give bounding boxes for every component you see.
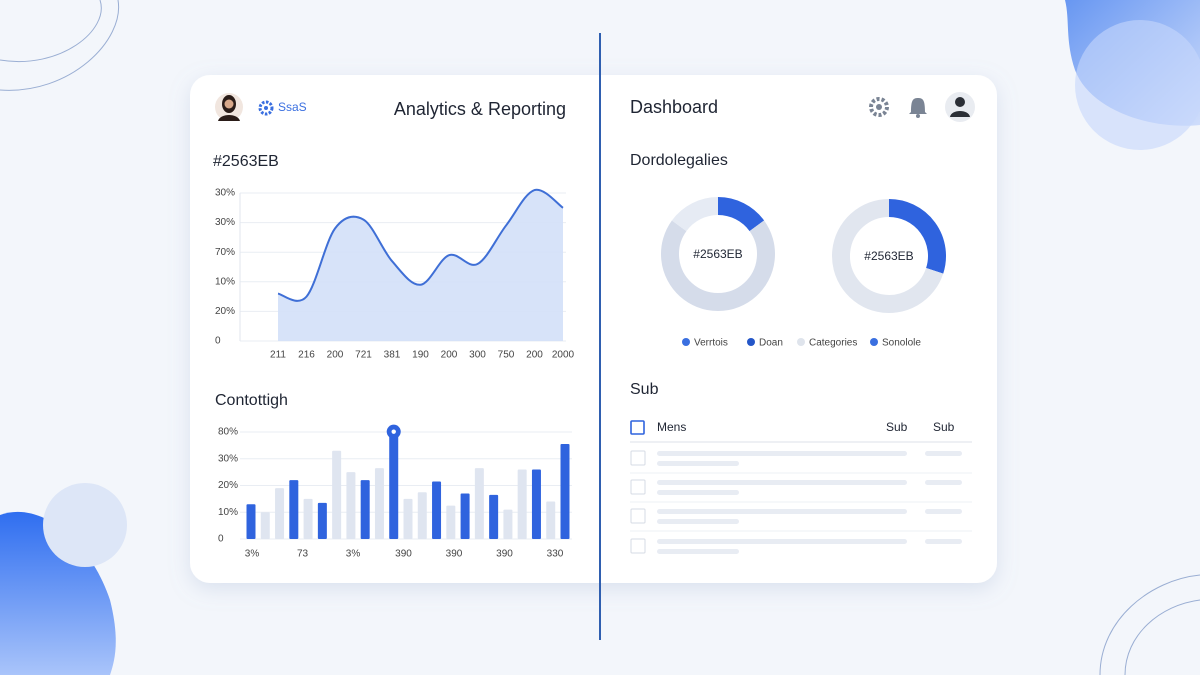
panel-title: Dashboard [630, 97, 718, 117]
bar [446, 505, 456, 539]
bar [546, 501, 556, 539]
line [277, 188, 564, 302]
bar [303, 498, 313, 539]
x-tick-label: 3% [245, 549, 260, 560]
x-tick-label: 721 [355, 350, 372, 361]
x-tick-label: 750 [498, 350, 515, 361]
column-header: Mens [657, 420, 686, 434]
bar [531, 469, 541, 539]
gear-icon[interactable] [258, 100, 274, 116]
bar [246, 504, 256, 539]
brand: SsaS [278, 100, 307, 114]
settings-icon[interactable] [869, 97, 889, 117]
x-tick-label: 2000 [552, 350, 575, 361]
x-tick-label: 190 [412, 350, 429, 361]
bar [503, 509, 513, 539]
section-title: Dordolegalies [630, 152, 728, 169]
bar [417, 492, 427, 539]
x-tick-label: 200 [526, 350, 543, 361]
bar [374, 468, 384, 539]
bar [346, 472, 356, 539]
legend-swatch [797, 338, 805, 346]
x-tick-label: 200 [441, 350, 458, 361]
x-tick-label: 211 [270, 350, 286, 361]
y-tick-label: 0 [215, 336, 221, 347]
donut-segment [832, 199, 944, 313]
donut-label: #2563EB [693, 247, 742, 261]
bell-icon[interactable] [909, 98, 927, 118]
legend-swatch [870, 338, 878, 346]
donut-label: #2563EB [864, 249, 913, 263]
area [278, 189, 563, 341]
bar [432, 481, 442, 539]
donut-segment [888, 199, 946, 274]
x-tick-label: 3% [346, 549, 361, 560]
bar [474, 468, 484, 539]
section-title: Sub [630, 381, 659, 398]
y-tick-label: 20% [215, 306, 235, 317]
legend-label: Categories [809, 338, 857, 349]
x-tick-label: 216 [298, 350, 315, 361]
x-tick-label: 390 [446, 549, 463, 560]
checkbox[interactable] [630, 420, 645, 435]
y-tick-label: 30% [215, 188, 235, 199]
y-tick-label: 30% [218, 453, 238, 464]
panel-title: Analytics & Reporting [394, 99, 566, 119]
y-tick-label: 70% [215, 247, 235, 258]
chart-title: #2563EB [213, 153, 279, 170]
y-tick-label: 80% [218, 427, 238, 438]
legend-label: Verrtois [694, 338, 728, 349]
bar [389, 426, 399, 539]
legend-swatch [747, 338, 755, 346]
bar [260, 512, 270, 539]
donut-segment [661, 220, 775, 311]
table-rows [630, 450, 972, 554]
column-header: Sub [933, 420, 955, 434]
y-tick-label: 10% [218, 507, 238, 518]
x-tick-label: 200 [327, 350, 344, 361]
chart-title: Contottigh [215, 392, 288, 409]
y-tick-label: 10% [215, 276, 235, 287]
bar [489, 494, 499, 539]
x-tick-label: 390 [496, 549, 513, 560]
x-tick-label: 381 [384, 350, 401, 361]
y-tick-label: 30% [215, 217, 235, 228]
y-tick-label: 20% [218, 480, 238, 491]
donut-segment [671, 197, 719, 232]
bar [560, 444, 570, 539]
legend-swatch [682, 338, 690, 346]
bar [460, 493, 470, 539]
x-tick-label: 300 [469, 350, 486, 361]
legend-label: Sonolole [882, 338, 921, 349]
x-tick-label: 390 [395, 549, 412, 560]
bar [332, 450, 342, 539]
column-header: Sub [886, 420, 908, 434]
x-tick-label: 330 [547, 549, 564, 560]
bar [517, 469, 527, 539]
x-tick-label: 73 [297, 549, 309, 560]
bar [317, 502, 327, 539]
bar [403, 498, 413, 539]
donut-segment [717, 197, 765, 232]
bar [289, 480, 299, 539]
y-tick-label: 0 [218, 534, 224, 545]
bar-marker-dot [391, 429, 396, 434]
bar [360, 480, 370, 539]
avatar[interactable] [215, 93, 243, 121]
user-avatar[interactable] [945, 92, 975, 122]
bar [275, 488, 285, 539]
legend-label: Doan [759, 338, 783, 349]
